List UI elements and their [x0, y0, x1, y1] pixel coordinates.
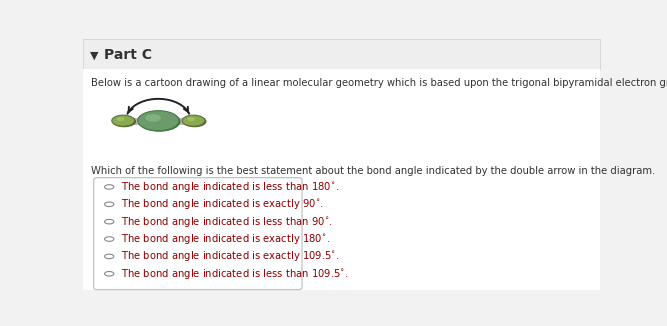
Text: The bond angle indicated is exactly 180$^{\circ}$.: The bond angle indicated is exactly 180$…	[121, 232, 330, 246]
FancyBboxPatch shape	[83, 39, 600, 69]
Text: The bond angle indicated is less than 180$^{\circ}$.: The bond angle indicated is less than 18…	[121, 180, 340, 194]
Circle shape	[137, 111, 179, 131]
Circle shape	[112, 115, 135, 126]
FancyBboxPatch shape	[83, 69, 600, 290]
Circle shape	[105, 219, 114, 224]
Circle shape	[105, 254, 114, 259]
FancyBboxPatch shape	[93, 178, 302, 289]
Circle shape	[105, 272, 114, 276]
Circle shape	[105, 185, 114, 189]
Circle shape	[117, 117, 125, 121]
Text: The bond angle indicated is exactly 90$^{\circ}$.: The bond angle indicated is exactly 90$^…	[121, 197, 324, 211]
Text: The bond angle indicated is less than 90$^{\circ}$.: The bond angle indicated is less than 90…	[121, 215, 333, 229]
Text: Below is a cartoon drawing of a linear molecular geometry which is based upon th: Below is a cartoon drawing of a linear m…	[91, 78, 667, 88]
Text: Which of the following is the best statement about the bond angle indicated by t: Which of the following is the best state…	[91, 166, 656, 176]
Circle shape	[105, 202, 114, 207]
Circle shape	[105, 237, 114, 241]
Text: The bond angle indicated is exactly 109.5$^{\circ}$.: The bond angle indicated is exactly 109.…	[121, 249, 340, 263]
Circle shape	[182, 115, 205, 126]
Circle shape	[145, 114, 161, 122]
Text: ▼: ▼	[89, 51, 98, 60]
Circle shape	[187, 117, 195, 121]
Circle shape	[138, 111, 181, 132]
Circle shape	[112, 116, 136, 127]
Circle shape	[183, 116, 207, 127]
Text: Part C: Part C	[104, 49, 152, 63]
Text: The bond angle indicated is less than 109.5$^{\circ}$.: The bond angle indicated is less than 10…	[121, 267, 349, 281]
